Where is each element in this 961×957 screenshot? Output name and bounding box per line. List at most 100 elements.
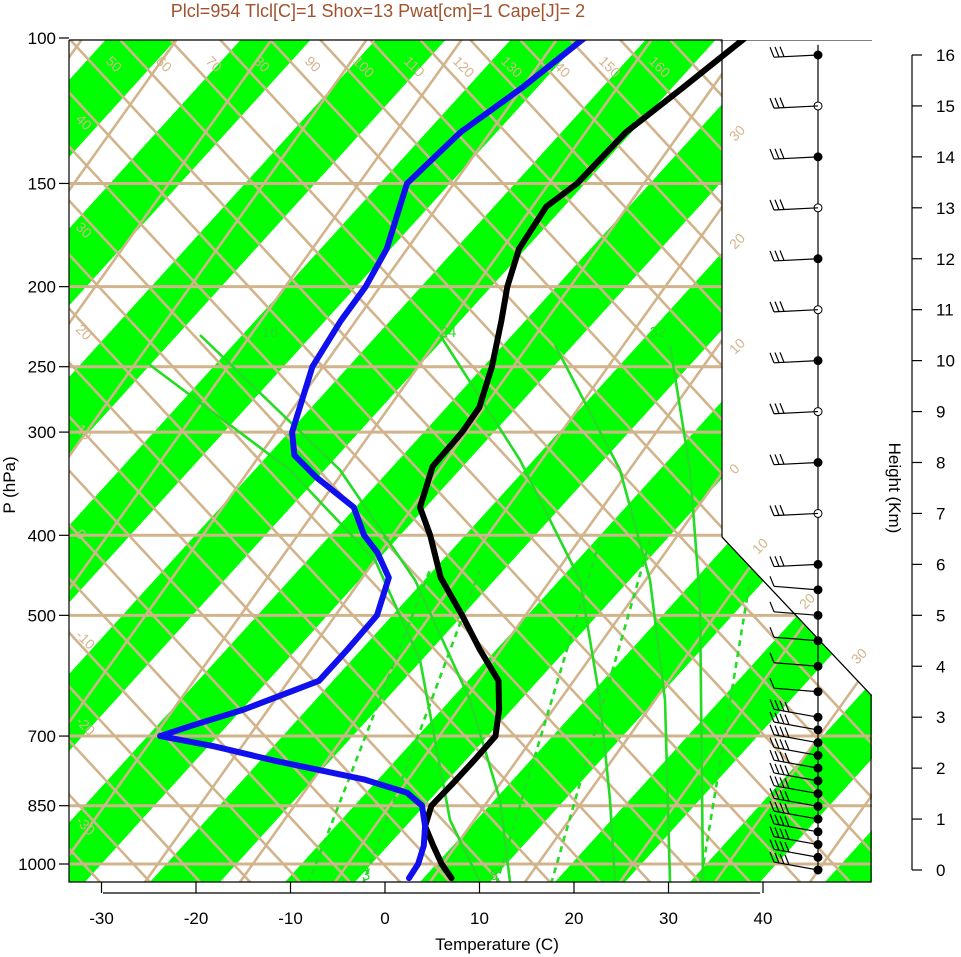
- plot-area: 50 60 70 80 90 100 110 120 130 140 150 160403020100…: [69, 40, 872, 884]
- wind-barb-flag: [779, 700, 785, 712]
- mixing-ratio-label: 3: [362, 867, 370, 884]
- wind-barb-staff: [773, 708, 819, 718]
- y-tick-label: 400: [28, 526, 56, 545]
- dry-adiabat-line: [69, 630, 301, 882]
- mixing-ratio-line: [495, 539, 602, 882]
- x-tick-label: -30: [89, 909, 114, 928]
- dry-adiabat-line: [569, 40, 872, 368]
- wind-barb-staff: [773, 759, 819, 769]
- mixing-ratio-line: [550, 539, 652, 882]
- wind-barb-flag: [774, 199, 780, 210]
- isotherm-line: [143, 40, 748, 882]
- wind-barb-flag: [774, 352, 780, 363]
- wind-barb-staff: [773, 746, 819, 756]
- temperature-profile: [417, 40, 748, 882]
- moist-band: [690, 681, 872, 882]
- x-tick-label: 40: [754, 909, 773, 928]
- wind-barb-flag: [784, 854, 790, 866]
- wind-barb-flag: [779, 713, 785, 725]
- height-tick-label: 3: [936, 708, 945, 727]
- wind-barb-staff: [773, 810, 819, 820]
- wind-barb-flag: [779, 789, 785, 801]
- dry-adiabat-line: [69, 684, 251, 882]
- mixing-ratio-line: [553, 344, 672, 882]
- mixing-ratio-line: [199, 334, 512, 882]
- wind-barb-flag: [774, 750, 780, 762]
- wind-barb-flag: [774, 852, 780, 864]
- wind-barb-flag: [779, 352, 785, 363]
- wind-barb-staff: [773, 772, 819, 782]
- wind-barb-staff: [773, 54, 819, 58]
- wind-barb-flag: [769, 576, 775, 587]
- mixing-ratio-label: 16: [262, 324, 279, 341]
- wind-barb-flag: [779, 250, 785, 261]
- wind-barb-flag: [779, 726, 785, 737]
- x-axis-title: Temperature (C): [435, 935, 559, 954]
- wind-barb-staff: [773, 823, 819, 833]
- height-tick-label: 12: [936, 250, 955, 269]
- wind-barb-flag: [769, 737, 775, 748]
- wind-barb-flag: [784, 778, 790, 789]
- wind-barb-flag: [784, 752, 790, 764]
- wind-barb-flag: [784, 790, 790, 802]
- wind-barb-flag: [779, 828, 785, 839]
- height-tick-label: 1: [936, 810, 945, 829]
- dry-adiabat-line: [69, 198, 701, 882]
- wind-barb-staff: [773, 410, 819, 415]
- wind-barb-flag: [774, 46, 780, 58]
- wind-barb-flag: [774, 97, 780, 109]
- wind-barb-flag: [779, 453, 785, 465]
- isotherm-line: [69, 40, 368, 459]
- wind-barb-staff: [773, 207, 819, 211]
- wind-barb-flag: [769, 775, 775, 786]
- wind-barb-flag: [769, 652, 775, 663]
- wind-barb-flag: [769, 788, 775, 799]
- wind-barb-flag: [774, 789, 780, 800]
- wind-barb-flag: [774, 814, 780, 825]
- wind-barb-flag: [769, 601, 775, 613]
- wind-barb-flag: [779, 46, 785, 57]
- mixing-ratio-line: [668, 344, 705, 882]
- wind-barb-flag: [774, 712, 780, 724]
- height-tick-label: 16: [936, 46, 955, 65]
- wind-barb-staff: [773, 848, 819, 858]
- isotherm-line: [69, 40, 178, 193]
- wind-barb-flag: [779, 199, 785, 210]
- plot-frame: [68, 39, 872, 883]
- wind-barb-flag: [769, 148, 775, 160]
- wind-barb-flag: [779, 802, 785, 814]
- wind-barb-flag: [779, 840, 785, 852]
- y-tick-label: 1000: [18, 855, 56, 874]
- wind-barb-flag: [769, 199, 775, 211]
- wind-barb-flag: [769, 627, 775, 638]
- dry-adiabat-line: [519, 40, 872, 422]
- wind-barb-flag: [769, 711, 775, 723]
- wind-barb-flag: [779, 504, 785, 516]
- wind-barb-flag: [769, 800, 775, 812]
- wind-barb-flag: [774, 776, 780, 787]
- wind-barb-flag: [784, 714, 790, 725]
- wind-barb-staff: [773, 512, 819, 517]
- wind-barb-staff: [773, 156, 819, 160]
- wind-barb-flag: [779, 739, 785, 750]
- wind-barb-flag: [774, 827, 780, 838]
- wind-barb-flag: [779, 148, 785, 159]
- moist-band: [69, 40, 446, 455]
- dry-adiabat-line: [69, 90, 801, 882]
- dry-adiabat-line: [319, 40, 872, 638]
- isotherm-line: [69, 40, 653, 858]
- wind-barb-flag: [774, 148, 780, 160]
- height-tick-label: 2: [936, 759, 945, 778]
- chart-header: Plcl=954 Tlcl[C]=1 Shox=13 Pwat[cm]=1 Ca…: [171, 1, 585, 21]
- isotherm-line: [618, 526, 872, 882]
- wind-barb-flag: [769, 301, 775, 313]
- height-tick-label: 13: [936, 199, 955, 218]
- height-tick-label: 11: [936, 301, 954, 320]
- y-tick-label: 150: [28, 174, 56, 193]
- wind-barb-flag: [774, 556, 780, 567]
- wind-barb-flag: [769, 839, 775, 850]
- y-tick-label: 100: [28, 29, 56, 48]
- wind-barb-flag: [784, 765, 790, 776]
- wind-barb-staff: [773, 585, 819, 591]
